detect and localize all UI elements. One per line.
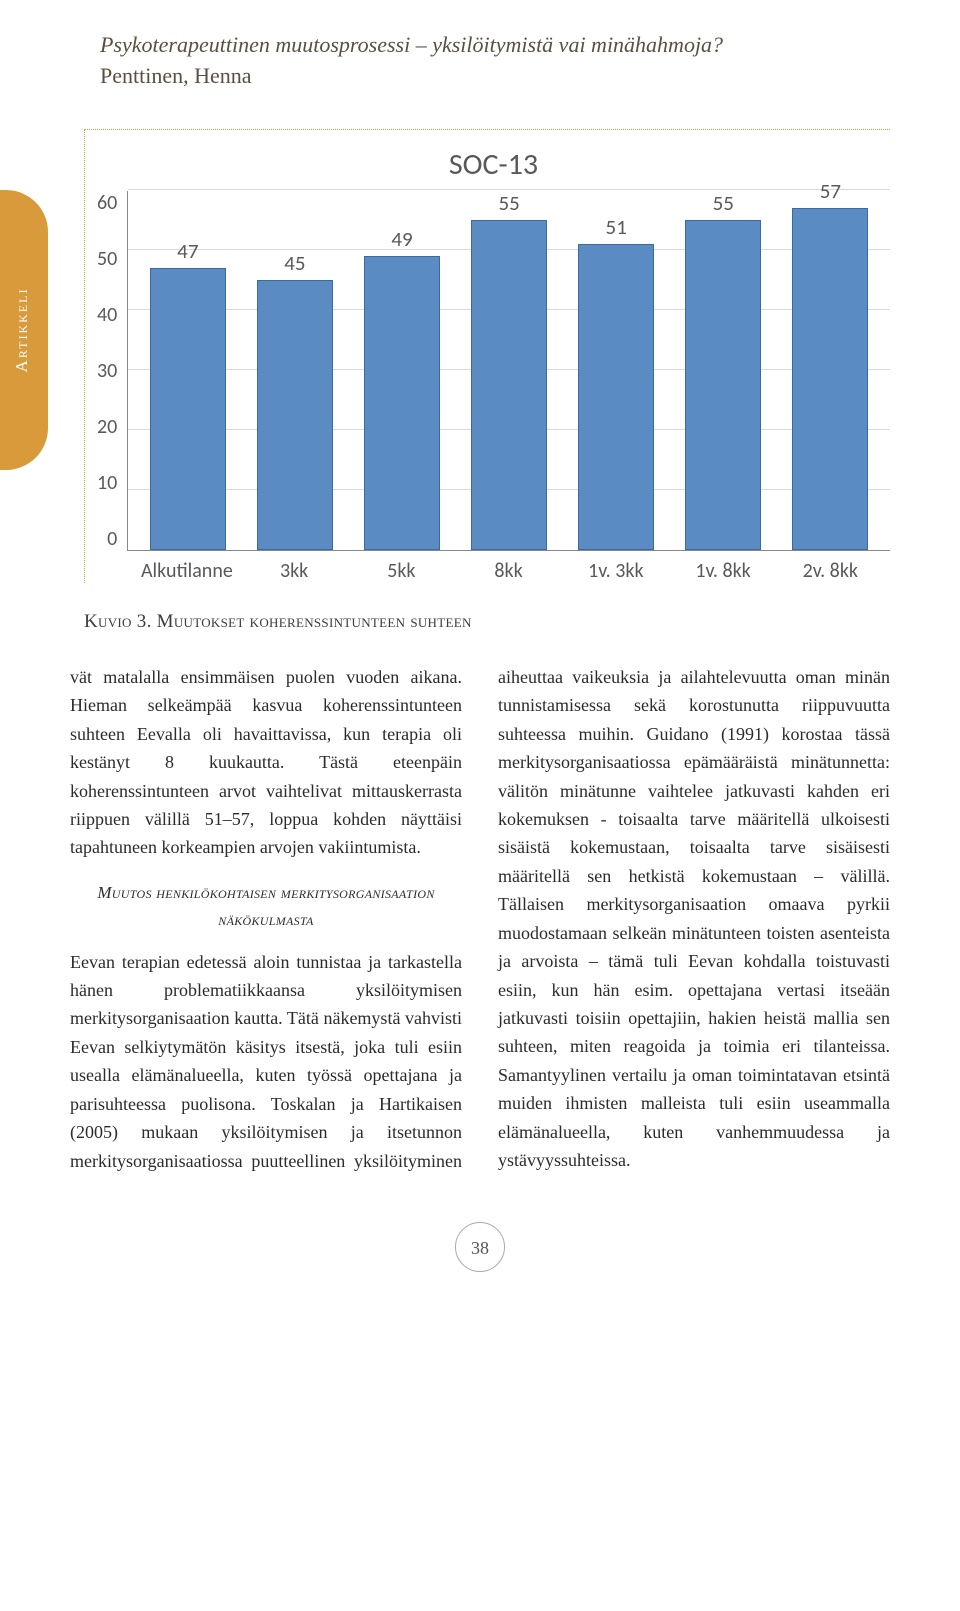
bar	[685, 220, 761, 550]
page-number-wrap: 38	[70, 1222, 890, 1272]
bar-group: 45	[249, 250, 341, 550]
page-header: Psykoterapeuttinen muutosprosessi – yksi…	[70, 30, 890, 89]
bar-value-label: 55	[713, 190, 734, 216]
bar-group: 57	[784, 178, 876, 550]
body-columns: vät matalalla ensimmäisen puolen vuoden …	[70, 663, 890, 1182]
y-tick-label: 60	[97, 191, 117, 215]
body-paragraph: vät matalalla ensimmäisen puolen vuoden …	[70, 663, 462, 862]
x-tick-label: Alkutilanne	[141, 559, 233, 583]
x-tick-label: 1v. 3kk	[570, 559, 662, 583]
y-axis: 60 50 40 30 20 10 0	[97, 191, 127, 551]
y-tick-label: 30	[97, 359, 117, 383]
bar-value-label: 47	[177, 238, 198, 264]
y-tick-label: 10	[97, 471, 117, 495]
page-number: 38	[455, 1222, 505, 1272]
chart-title: SOC-13	[97, 146, 890, 183]
y-tick-label: 40	[97, 303, 117, 327]
bar-group: 47	[142, 238, 234, 550]
x-tick-label: 5kk	[355, 559, 447, 583]
article-title: Psykoterapeuttinen muutosprosessi – yksi…	[100, 30, 890, 61]
bar	[578, 244, 654, 550]
figure-caption: Kuvio 3. Muutokset koherenssintunteen su…	[84, 611, 890, 633]
bar	[150, 268, 226, 550]
article-author: Penttinen, Henna	[100, 63, 890, 89]
bar	[792, 208, 868, 550]
bar-group: 55	[463, 190, 555, 550]
bar	[257, 280, 333, 550]
bar-group: 51	[570, 214, 662, 550]
x-tick-label: 8kk	[463, 559, 555, 583]
bar-value-label: 45	[284, 250, 305, 276]
chart-plot: 47454955515557	[127, 191, 890, 551]
bar-value-label: 55	[498, 190, 519, 216]
bar-group: 49	[356, 226, 448, 550]
x-axis: Alkutilanne 3kk 5kk 8kk 1v. 3kk 1v. 8kk 2v. 8k…	[127, 551, 890, 583]
bar-value-label: 51	[606, 214, 627, 240]
y-tick-label: 50	[97, 247, 117, 271]
bar-value-label: 57	[820, 178, 841, 204]
bar	[471, 220, 547, 550]
y-tick-label: 0	[107, 527, 117, 551]
y-tick-label: 20	[97, 415, 117, 439]
side-tab-label: Artikkeli	[12, 270, 32, 390]
x-tick-label: 3kk	[248, 559, 340, 583]
chart-container: SOC-13 60 50 40 30 20 10 0 47 45 49 55 51 55 57 Alku…	[84, 129, 890, 583]
bar-group: 55	[677, 190, 769, 550]
x-tick-label: 2v. 8kk	[784, 559, 876, 583]
x-tick-label: 1v. 8kk	[677, 559, 769, 583]
bar	[364, 256, 440, 550]
bar-value-label: 49	[391, 226, 412, 252]
body-subheading: Muutos henkilökohtaisen merkitysorganisa…	[70, 880, 462, 934]
side-tab: Artikkeli	[0, 190, 48, 470]
